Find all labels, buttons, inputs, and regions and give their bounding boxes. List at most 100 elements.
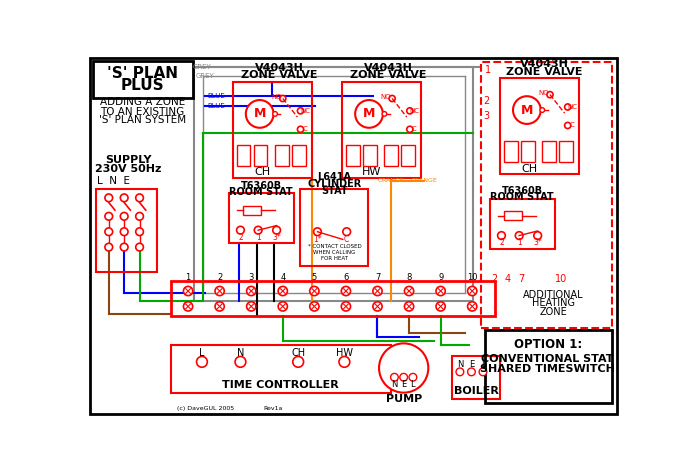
Circle shape xyxy=(339,357,350,367)
Circle shape xyxy=(215,302,224,311)
Text: 10: 10 xyxy=(555,274,567,285)
Text: CH: CH xyxy=(254,168,270,177)
Bar xyxy=(253,145,268,166)
Circle shape xyxy=(373,286,382,296)
Text: TO AN EXISTING: TO AN EXISTING xyxy=(101,107,185,117)
Circle shape xyxy=(407,108,413,114)
Bar xyxy=(542,141,556,162)
Circle shape xyxy=(120,212,128,220)
Text: 2: 2 xyxy=(217,273,222,282)
Text: L: L xyxy=(411,380,415,389)
Text: CH: CH xyxy=(291,348,305,358)
Text: CONVENTIONAL STAT: CONVENTIONAL STAT xyxy=(482,354,614,364)
Circle shape xyxy=(120,194,128,202)
Text: 2: 2 xyxy=(484,96,490,106)
Text: Rev1a: Rev1a xyxy=(263,406,282,411)
Text: L641A: L641A xyxy=(317,172,351,182)
Circle shape xyxy=(105,194,112,202)
Text: SUPPLY: SUPPLY xyxy=(105,155,151,165)
Text: N: N xyxy=(391,380,397,389)
Text: * CONTACT CLOSED: * CONTACT CLOSED xyxy=(308,244,362,249)
Circle shape xyxy=(278,286,288,296)
Circle shape xyxy=(468,368,475,376)
Circle shape xyxy=(235,357,246,367)
Text: HW: HW xyxy=(336,348,353,358)
Circle shape xyxy=(391,373,398,381)
Text: 1: 1 xyxy=(256,233,261,241)
Text: ZONE: ZONE xyxy=(539,307,567,317)
Text: 1: 1 xyxy=(485,65,491,75)
Circle shape xyxy=(400,373,408,381)
Text: T6360B: T6360B xyxy=(502,186,543,196)
Circle shape xyxy=(343,228,351,235)
Circle shape xyxy=(246,302,256,311)
Bar xyxy=(484,329,611,402)
Text: ROOM STAT: ROOM STAT xyxy=(491,192,554,202)
Circle shape xyxy=(105,212,112,220)
Circle shape xyxy=(436,286,445,296)
Text: TIME CONTROLLER: TIME CONTROLLER xyxy=(222,380,339,390)
Text: NO: NO xyxy=(271,94,282,100)
Text: V4043H: V4043H xyxy=(364,63,413,73)
Circle shape xyxy=(313,228,322,235)
Text: ZONE VALVE: ZONE VALVE xyxy=(350,70,426,80)
Text: L: L xyxy=(481,360,485,369)
Text: L  N  E: L N E xyxy=(97,176,130,186)
Text: (c) DaveGUL 2005: (c) DaveGUL 2005 xyxy=(177,406,234,411)
Bar xyxy=(504,211,522,220)
Bar xyxy=(171,345,391,393)
Text: ADDING A ZONE: ADDING A ZONE xyxy=(100,97,186,107)
Circle shape xyxy=(246,100,273,128)
Bar xyxy=(237,145,250,166)
Text: 3: 3 xyxy=(248,273,254,282)
Text: BLUE: BLUE xyxy=(208,93,226,99)
Bar xyxy=(363,145,377,166)
Text: E: E xyxy=(469,360,474,369)
Circle shape xyxy=(513,96,541,124)
Text: 7: 7 xyxy=(518,274,524,285)
Bar xyxy=(504,141,518,162)
Text: C: C xyxy=(344,235,349,244)
Text: HW: HW xyxy=(362,168,381,177)
Text: PLUS: PLUS xyxy=(121,78,164,93)
Bar xyxy=(559,141,573,162)
Text: 2: 2 xyxy=(238,233,243,241)
Circle shape xyxy=(404,286,414,296)
Circle shape xyxy=(237,227,244,234)
Circle shape xyxy=(355,100,383,128)
Circle shape xyxy=(136,243,144,251)
Text: CH: CH xyxy=(521,164,538,174)
Text: N: N xyxy=(457,360,463,369)
Text: T6360B: T6360B xyxy=(241,181,282,190)
Text: NC: NC xyxy=(567,104,578,110)
Text: C: C xyxy=(412,126,417,132)
Bar xyxy=(402,145,415,166)
Text: CYLINDER: CYLINDER xyxy=(307,179,362,189)
Text: ADDITIONAL: ADDITIONAL xyxy=(523,290,583,300)
Circle shape xyxy=(120,228,128,235)
Circle shape xyxy=(404,302,414,311)
Text: NC: NC xyxy=(409,108,420,114)
Circle shape xyxy=(105,228,112,235)
Bar xyxy=(96,189,157,272)
Bar xyxy=(481,62,611,328)
Text: 3: 3 xyxy=(484,111,490,121)
Text: C: C xyxy=(303,126,308,132)
Text: V4043H: V4043H xyxy=(520,59,569,69)
Text: 3*: 3* xyxy=(533,238,542,247)
Text: BLUE: BLUE xyxy=(208,103,226,109)
Text: ORANGE: ORANGE xyxy=(411,178,437,183)
Text: GREY: GREY xyxy=(193,64,211,70)
Circle shape xyxy=(373,302,382,311)
Circle shape xyxy=(547,92,553,98)
Text: M: M xyxy=(521,103,533,117)
Circle shape xyxy=(136,228,144,235)
Circle shape xyxy=(136,194,144,202)
Bar xyxy=(452,357,500,399)
Text: ROOM STAT: ROOM STAT xyxy=(229,187,293,197)
Text: L: L xyxy=(199,348,205,358)
Text: 'S' PLAN SYSTEM: 'S' PLAN SYSTEM xyxy=(99,115,186,125)
Circle shape xyxy=(468,302,477,311)
Circle shape xyxy=(382,111,386,116)
Circle shape xyxy=(279,95,286,102)
